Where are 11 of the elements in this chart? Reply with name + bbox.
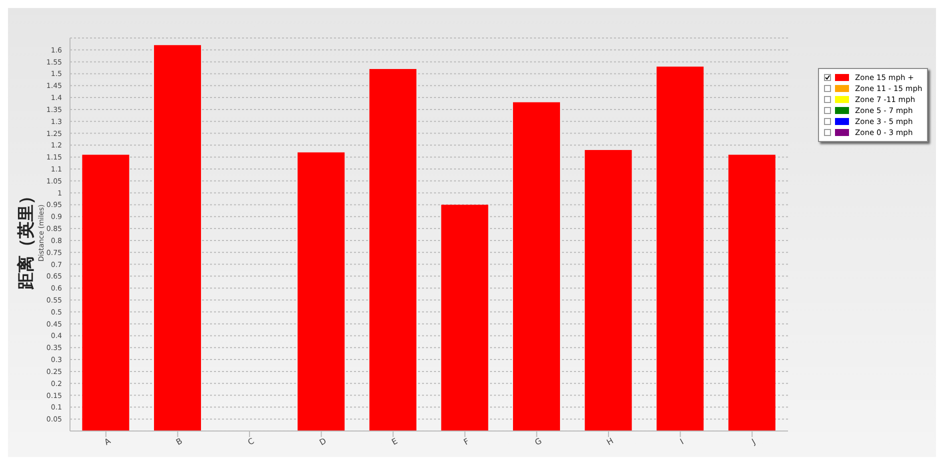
x-tick-label: F — [462, 436, 472, 447]
y-axis-title: 距离（英里） — [16, 187, 38, 289]
x-tick-label: D — [318, 436, 328, 448]
x-tick-label: B — [174, 436, 184, 448]
x-tick-label: E — [390, 436, 400, 447]
x-tick-label: H — [605, 436, 615, 448]
x-tick-label: C — [246, 436, 256, 448]
x-tick-label: A — [102, 436, 113, 448]
x-tick-label: G — [533, 436, 544, 448]
x-tick-label: I — [678, 437, 686, 446]
x-tick-label: J — [750, 437, 757, 447]
